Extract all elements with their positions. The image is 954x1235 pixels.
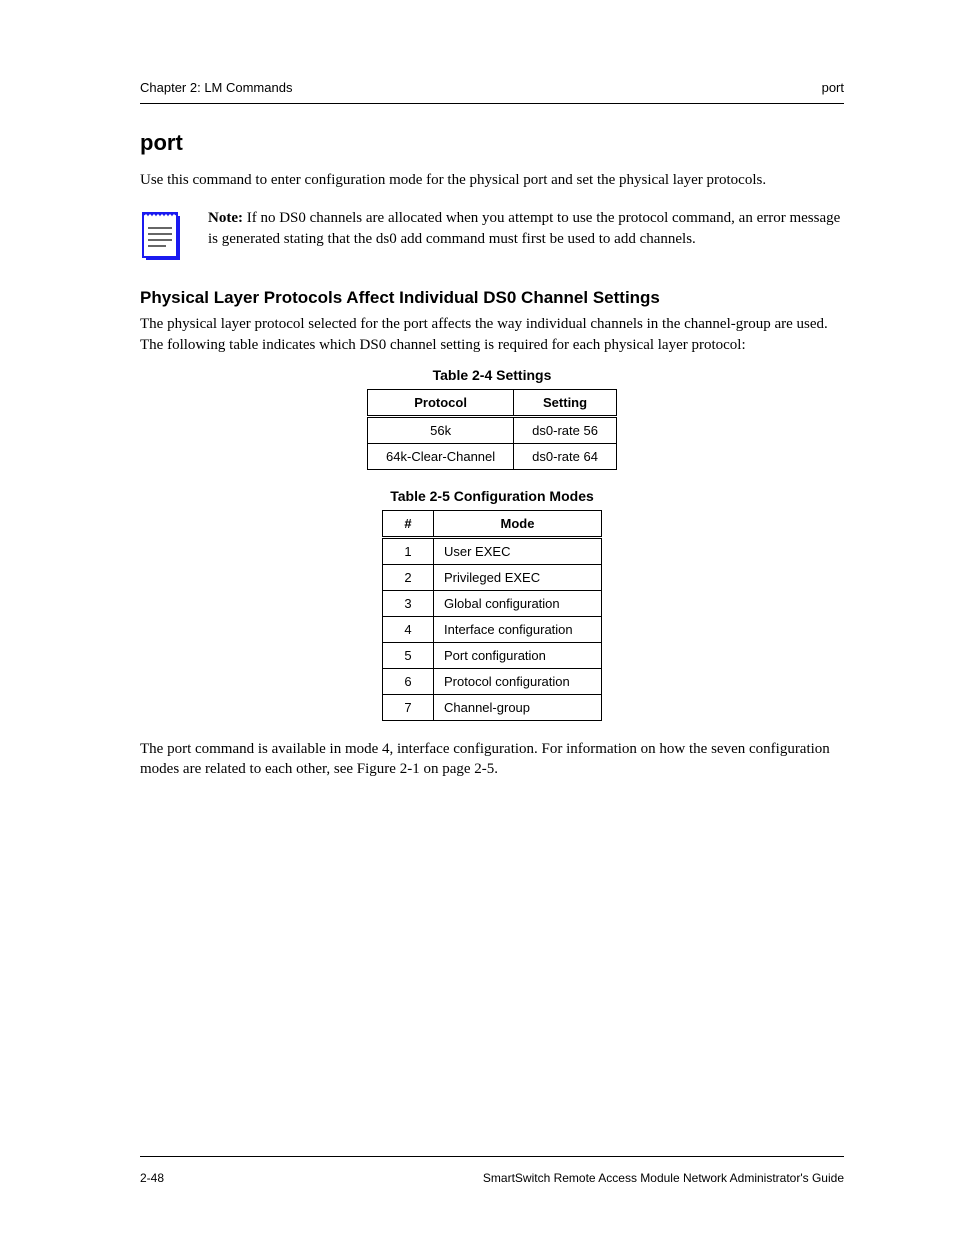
table-header-cell: Protocol	[368, 389, 514, 416]
footer: 2-48 SmartSwitch Remote Access Module Ne…	[140, 1171, 844, 1185]
table-row: 2Privileged EXEC	[383, 564, 602, 590]
table-header-cell: #	[383, 510, 434, 537]
table-cell: 6	[383, 668, 434, 694]
table-header-cell: Mode	[434, 510, 602, 537]
page: Chapter 2: LM Commands port port Use thi…	[0, 0, 954, 1235]
footer-rule	[140, 1156, 844, 1157]
table-cell: Channel-group	[434, 694, 602, 720]
header-rule	[140, 103, 844, 104]
table-cell: Global configuration	[434, 590, 602, 616]
note-text: Note: If no DS0 channels are allocated w…	[208, 208, 844, 249]
affects-heading: Physical Layer Protocols Affect Individu…	[140, 288, 844, 308]
table-cell: 3	[383, 590, 434, 616]
header-left: Chapter 2: LM Commands	[140, 80, 292, 95]
note-body: If no DS0 channels are allocated when yo…	[208, 210, 840, 246]
table-cell: Privileged EXEC	[434, 564, 602, 590]
note-block: Note: If no DS0 channels are allocated w…	[140, 208, 844, 264]
table-cell: 1	[383, 537, 434, 564]
table-small-caption: Table 2-4 Settings	[140, 367, 844, 383]
modes-table: # Mode 1User EXEC 2Privileged EXEC 3Glob…	[382, 510, 602, 721]
table-row: 64k-Clear-Channel ds0-rate 64	[368, 443, 617, 469]
table-row: # Mode	[383, 510, 602, 537]
table-header-cell: Setting	[514, 389, 617, 416]
table-row: 6Protocol configuration	[383, 668, 602, 694]
table-row: 5Port configuration	[383, 642, 602, 668]
table-cell: 5	[383, 642, 434, 668]
note-label: Note:	[208, 210, 243, 226]
table-cell: 7	[383, 694, 434, 720]
table-cell: Protocol configuration	[434, 668, 602, 694]
table-row: 3Global configuration	[383, 590, 602, 616]
table-cell: Interface configuration	[434, 616, 602, 642]
table-cell: User EXEC	[434, 537, 602, 564]
table-row: 7Channel-group	[383, 694, 602, 720]
table-cell: 4	[383, 616, 434, 642]
table-cell: 2	[383, 564, 434, 590]
table-row: 4Interface configuration	[383, 616, 602, 642]
table-cell: 64k-Clear-Channel	[368, 443, 514, 469]
table-modes-caption: Table 2-5 Configuration Modes	[140, 488, 844, 504]
table-row: 1User EXEC	[383, 537, 602, 564]
crossref-paragraph: The port command is available in mode 4,…	[140, 739, 844, 780]
table-row: 56k ds0-rate 56	[368, 416, 617, 443]
table-cell: Port configuration	[434, 642, 602, 668]
running-header: Chapter 2: LM Commands port	[140, 80, 844, 95]
footer-title: SmartSwitch Remote Access Module Network…	[483, 1171, 844, 1185]
table-cell: ds0-rate 64	[514, 443, 617, 469]
table-row: Protocol Setting	[368, 389, 617, 416]
settings-table: Protocol Setting 56k ds0-rate 56 64k-Cle…	[367, 389, 617, 470]
header-right: port	[822, 80, 844, 95]
table-cell: 56k	[368, 416, 514, 443]
page-number: 2-48	[140, 1171, 164, 1185]
lead-paragraph: Use this command to enter configuration …	[140, 170, 844, 190]
section-title: port	[140, 130, 844, 156]
notepad-icon	[140, 208, 184, 264]
table-cell: ds0-rate 56	[514, 416, 617, 443]
affects-body: The physical layer protocol selected for…	[140, 314, 844, 355]
